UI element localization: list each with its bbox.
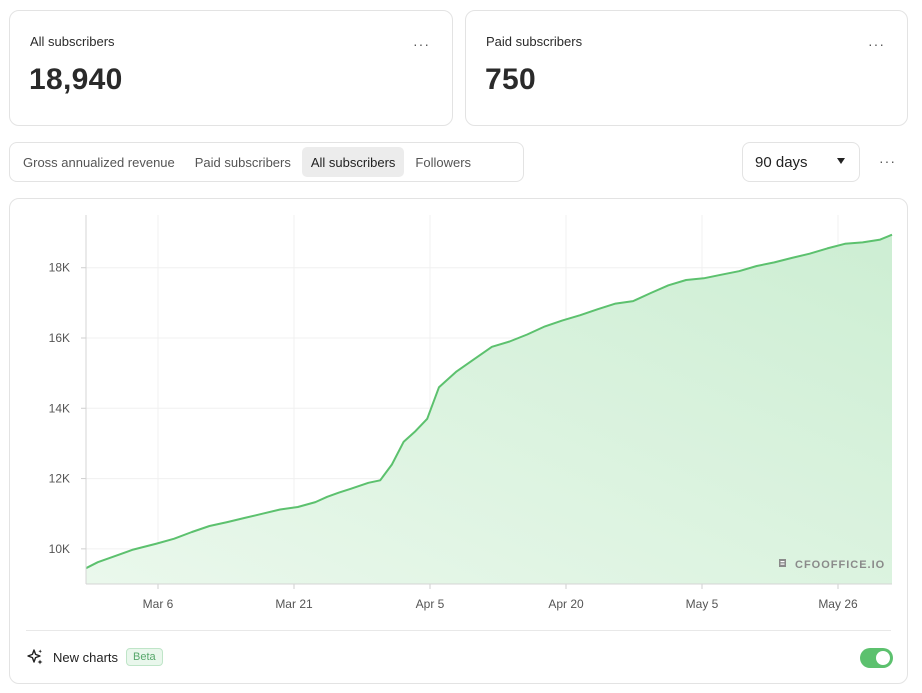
paid-subscribers-label: Paid subscribers xyxy=(486,34,583,49)
sparkle-icon xyxy=(27,649,43,665)
all-subscribers-value: 18,940 xyxy=(29,63,123,96)
x-tick-label: May 5 xyxy=(686,597,719,611)
watermark-icon xyxy=(779,559,786,567)
y-tick-label: 10K xyxy=(49,542,70,556)
watermark-text: CFOOFFICE.IO xyxy=(795,559,885,571)
more-options-icon[interactable]: ··· xyxy=(413,36,430,52)
new-charts-toggle[interactable] xyxy=(860,648,893,668)
x-tick-label: May 26 xyxy=(818,597,858,611)
y-tick-label: 14K xyxy=(49,401,70,415)
tab-followers[interactable]: Followers xyxy=(415,154,472,170)
toggle-knob xyxy=(876,651,890,665)
more-options-icon[interactable]: ··· xyxy=(868,36,885,52)
all-subscribers-label: All subscribers xyxy=(30,34,115,49)
tab-gross-annualized-revenue[interactable]: Gross annualized revenue xyxy=(23,154,175,170)
watermark: CFOOFFICE.IO xyxy=(779,559,885,571)
divider xyxy=(26,630,891,631)
metric-tabs: Gross annualized revenue Paid subscriber… xyxy=(9,142,524,182)
beta-badge: Beta xyxy=(126,648,163,666)
all-subscribers-card: All subscribers 18,940 ··· xyxy=(9,10,453,126)
x-tick-label: Apr 20 xyxy=(548,597,584,611)
new-charts-row: New charts Beta xyxy=(26,648,163,666)
y-tick-label: 12K xyxy=(49,472,70,486)
tab-all-subscribers[interactable]: All subscribers xyxy=(301,147,405,177)
tab-paid-subscribers[interactable]: Paid subscribers xyxy=(194,154,291,170)
x-tick-label: Mar 6 xyxy=(143,597,174,611)
series-line xyxy=(85,233,893,570)
x-tick-label: Apr 5 xyxy=(416,597,445,611)
more-options-icon[interactable]: ··· xyxy=(879,153,896,169)
paid-subscribers-card: Paid subscribers 750 ··· xyxy=(465,10,908,126)
subscribers-area-chart: Mar 6 Mar 21 Apr 5 Apr 20 May 5 May 26 10K 12K 1… xyxy=(49,215,893,611)
y-tick-label: 18K xyxy=(49,261,70,275)
chart-card: Mar 6 Mar 21 Apr 5 Apr 20 May 5 May 26 10K 12K 1… xyxy=(9,198,908,684)
date-range-value: 90 days xyxy=(755,153,808,171)
caret-down-icon xyxy=(837,158,845,164)
area-fill xyxy=(86,234,892,584)
new-charts-label: New charts xyxy=(53,649,119,665)
paid-subscribers-value: 750 xyxy=(485,63,536,96)
y-tick-label: 16K xyxy=(49,331,70,345)
date-range-select[interactable]: 90 days xyxy=(742,142,860,182)
x-tick-label: Mar 21 xyxy=(275,597,313,611)
